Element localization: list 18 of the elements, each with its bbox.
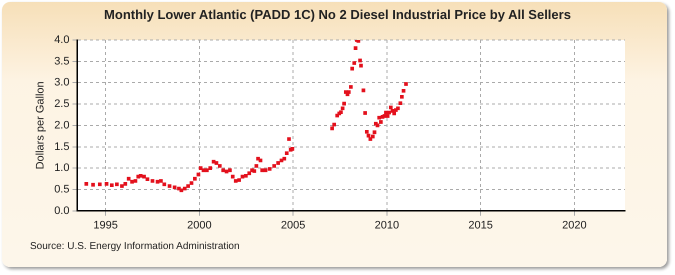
chart-title: Monthly Lower Atlantic (PADD 1C) No 2 Diesel Industrial Price by All Sellers — [103, 7, 572, 22]
y-tick-label: 3.5 — [54, 55, 70, 68]
y-tick-label: 1.5 — [54, 140, 70, 153]
y-tick-label: 1.0 — [54, 162, 70, 174]
y-tick-label: 0.0 — [54, 204, 70, 217]
x-tick-label: 2005 — [280, 219, 306, 232]
x-tick-label: 2020 — [562, 219, 587, 232]
y-tick-label: 0.5 — [54, 183, 70, 196]
y-tick-label: 3.0 — [54, 76, 70, 89]
x-tick-label: 1995 — [93, 219, 118, 232]
source-note: Source: U.S. Energy Information Administration — [30, 241, 240, 252]
y-tick-label: 2.5 — [54, 98, 70, 110]
x-tick-label: 2010 — [374, 219, 400, 232]
y-tick-label: 2.0 — [54, 119, 70, 132]
y-tick-label: 4.0 — [54, 34, 70, 46]
x-tick-label: 2000 — [187, 219, 212, 232]
x-tick-label: 2015 — [468, 219, 493, 232]
y-axis-title: Dollars per Gallon — [34, 81, 47, 170]
